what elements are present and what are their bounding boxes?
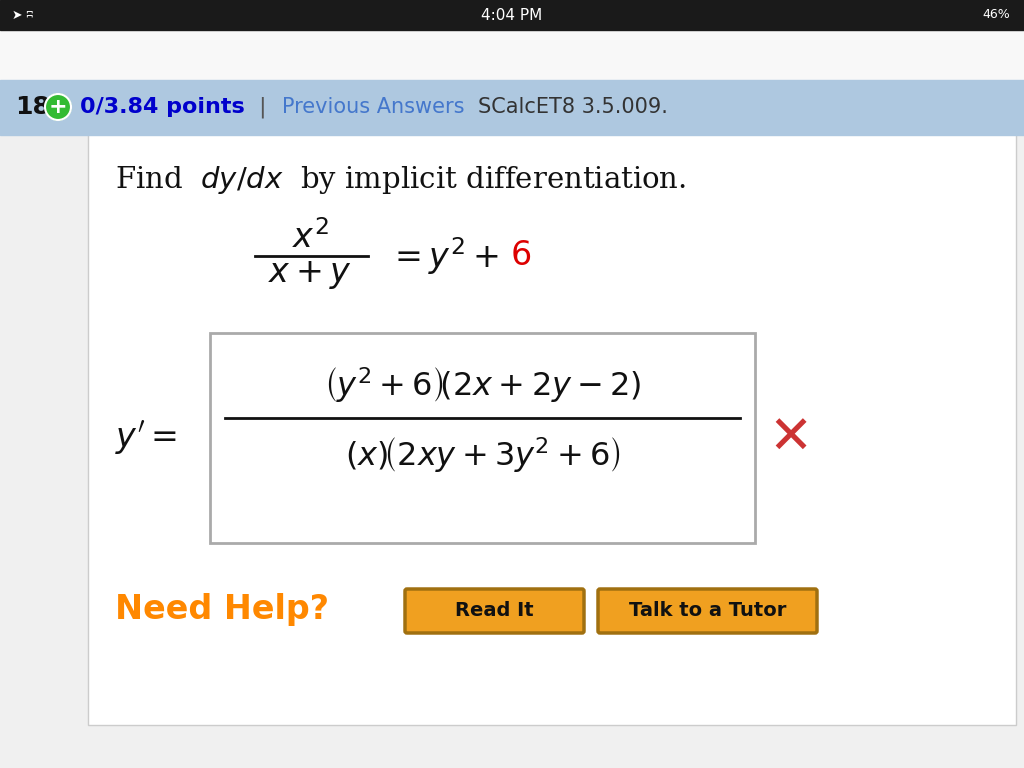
- Bar: [210, 333, 755, 543]
- Text: Talk to a Tutor: Talk to a Tutor: [629, 601, 786, 621]
- FancyBboxPatch shape: [598, 589, 817, 633]
- Circle shape: [45, 94, 71, 120]
- Text: $\left(x\right)\!\left(2xy + 3y^2 + 6\right)$: $\left(x\right)\!\left(2xy + 3y^2 + 6\ri…: [344, 435, 621, 475]
- Text: ✕: ✕: [768, 412, 812, 464]
- Text: $x^2$: $x^2$: [292, 220, 329, 256]
- Text: Need Help?: Need Help?: [115, 594, 329, 627]
- Text: $y' =$: $y' =$: [115, 419, 177, 457]
- Text: 18.: 18.: [15, 95, 59, 119]
- Text: 0/3.84 points: 0/3.84 points: [80, 97, 245, 117]
- Text: +: +: [49, 97, 68, 117]
- Text: Read It: Read It: [456, 601, 534, 621]
- Bar: [0, 0, 1024, 30]
- FancyBboxPatch shape: [406, 589, 584, 633]
- Text: ➤ ʭ: ➤ ʭ: [12, 8, 33, 22]
- Text: 4:04 PM: 4:04 PM: [481, 8, 543, 22]
- Text: Previous Answers: Previous Answers: [282, 97, 465, 117]
- Bar: [88, 130, 1016, 725]
- Text: $x + y$: $x + y$: [268, 259, 352, 291]
- Text: $\left(y^2 + 6\right)\!\left(2x + 2y - 2\right)$: $\left(y^2 + 6\right)\!\left(2x + 2y - 2…: [324, 365, 641, 405]
- Text: SCalcET8 3.5.009.: SCalcET8 3.5.009.: [478, 97, 668, 117]
- Bar: [0, 30, 1024, 80]
- Text: Find  $dy/dx$  by implicit differentiation.: Find $dy/dx$ by implicit differentiation…: [115, 164, 686, 196]
- Text: |: |: [258, 96, 266, 118]
- Text: 46%: 46%: [982, 8, 1010, 22]
- Text: $= y^2 +$: $= y^2 +$: [388, 235, 499, 277]
- Bar: [0, 80, 1024, 135]
- Text: $6$: $6$: [510, 240, 531, 272]
